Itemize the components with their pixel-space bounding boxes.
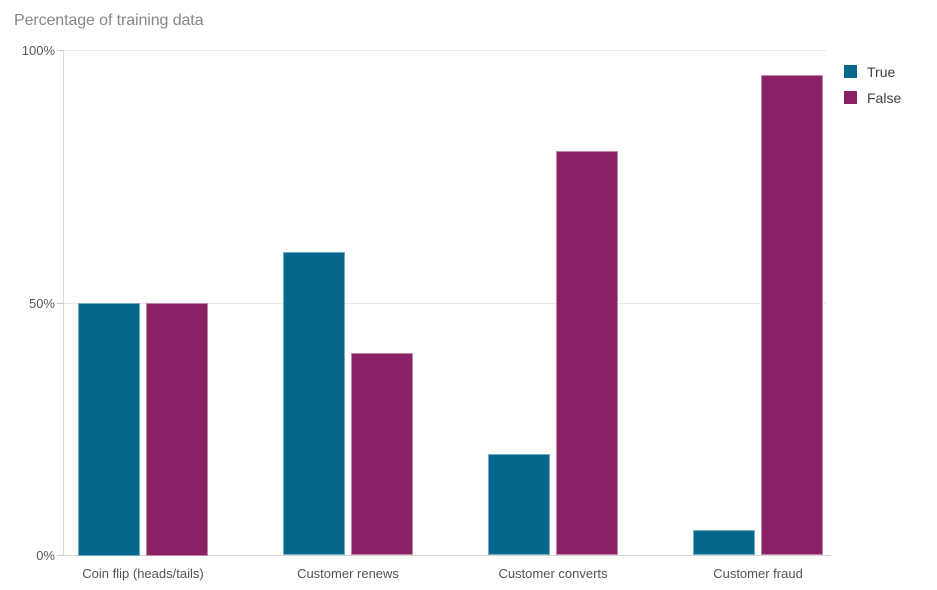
bar-true-customer-fraud[interactable] <box>693 530 755 555</box>
bar-false-customer-renews[interactable] <box>351 353 413 555</box>
y-tick-label-0: 0% <box>36 548 55 563</box>
legend-swatch-false <box>844 91 857 104</box>
legend-label-true: True <box>867 63 896 80</box>
y-tick-label-50: 50% <box>28 296 55 311</box>
x-tick-label-customer-converts: Customer converts <box>498 566 608 581</box>
bar-false-coin-flip-heads-tails[interactable] <box>146 303 208 556</box>
bar-true-customer-renews[interactable] <box>283 252 345 555</box>
legend-item-true[interactable]: True <box>844 63 901 80</box>
bar-true-coin-flip-heads-tails[interactable] <box>78 303 140 556</box>
y-axis-line <box>63 50 64 555</box>
x-tick-label-customer-renews: Customer renews <box>297 566 399 581</box>
legend-label-false: False <box>867 89 902 106</box>
bar-false-customer-converts[interactable] <box>556 151 618 555</box>
chart-title: Percentage of training data <box>14 12 204 29</box>
bar-true-customer-converts[interactable] <box>488 454 550 555</box>
y-tick-label-100: 100% <box>21 43 55 58</box>
y-tick-mark <box>57 303 64 304</box>
legend-item-false[interactable]: False <box>844 89 902 106</box>
bar-false-customer-fraud[interactable] <box>761 75 823 555</box>
x-tick-label-coin-flip-heads-tails: Coin flip (heads/tails) <box>82 566 204 581</box>
legend-swatch-true <box>844 65 857 78</box>
gridline-100 <box>64 50 826 51</box>
legend: True False <box>844 64 901 116</box>
x-tick-label-customer-fraud: Customer fraud <box>713 566 803 581</box>
gridline-50 <box>64 303 826 304</box>
y-tick-mark <box>57 555 64 556</box>
x-axis-line <box>64 555 831 556</box>
y-tick-mark <box>57 50 64 51</box>
